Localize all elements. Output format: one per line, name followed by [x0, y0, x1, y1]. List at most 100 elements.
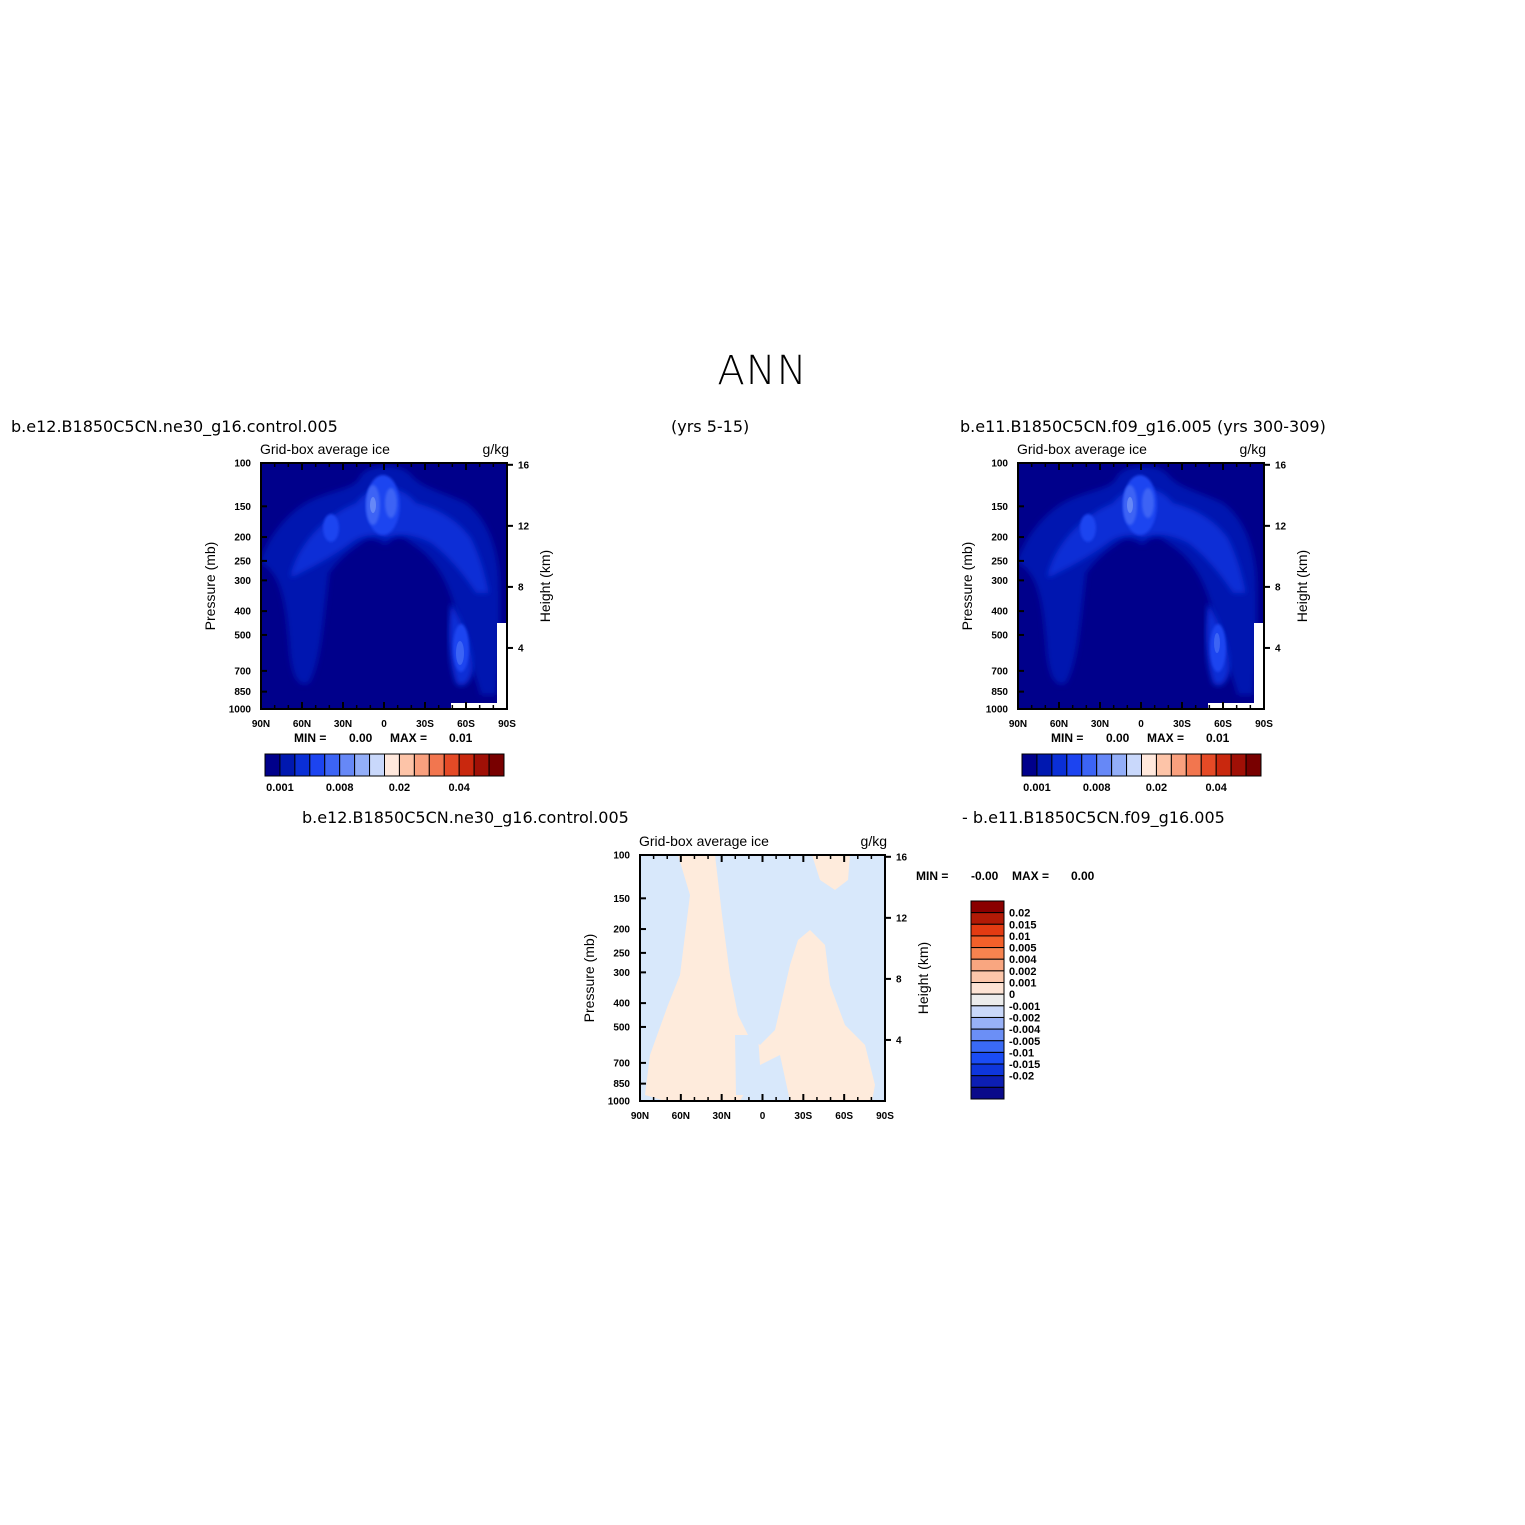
difference-max-value: 0.00	[1071, 869, 1095, 883]
difference-colorbar-box	[970, 1028, 1005, 1042]
difference-ytick-label: 700	[613, 1058, 630, 1069]
case_b-colorbar-box	[1081, 753, 1098, 777]
case_a-colorbar-label: 0.02	[389, 782, 410, 794]
case_a-rtick-label: 16	[518, 460, 530, 471]
case_b-xtick-label: 90N	[1009, 719, 1027, 730]
case_b-colorbar-label: 0.02	[1146, 782, 1167, 794]
difference-colorbar-box	[970, 1063, 1005, 1077]
case_a-colorbar-box	[458, 753, 475, 777]
case_a-colorbar-box	[354, 753, 371, 777]
case_b-ytick-label: 700	[991, 666, 1008, 677]
difference-colorbar-box	[970, 1051, 1005, 1065]
difference-colorbar-box	[970, 947, 1005, 960]
case_a-xtick-label: 90N	[252, 719, 270, 730]
case_b-title: Grid-box average ice	[1017, 441, 1147, 457]
panel-b-contours	[1018, 463, 1264, 709]
diff-label-left: b.e12.B1850C5CN.ne30_g16.control.005	[302, 808, 629, 827]
case_b-colorbar-box	[1021, 753, 1038, 777]
case_b-min-value: 0.00	[1106, 731, 1130, 745]
case_b-ylabel: Pressure (mb)	[959, 542, 975, 631]
case_b-xtick-label: 60S	[1214, 719, 1232, 730]
difference-ytick-label: 300	[613, 968, 630, 979]
difference-colorbar-box	[970, 1086, 1005, 1100]
difference-xtick-label: 30S	[794, 1111, 812, 1122]
case_b-colorbar-label: 0.008	[1083, 782, 1111, 794]
case_b-ytick-label: 200	[991, 533, 1008, 544]
case_a-colorbar-box	[339, 753, 356, 777]
case_b-ytick-label: 250	[991, 556, 1008, 567]
case_a-ytick-label: 100	[234, 459, 251, 470]
missing-data	[497, 623, 507, 709]
difference-colorbar-box	[970, 912, 1005, 925]
case_b-colorbar-box	[1200, 753, 1217, 777]
difference-xtick-label: 60N	[672, 1111, 690, 1122]
difference-colorbar-box	[970, 900, 1005, 914]
case_a-ytick-label: 700	[234, 666, 251, 677]
difference-ytick-label: 200	[613, 925, 630, 936]
difference-colorbar-box	[970, 1005, 1005, 1018]
difference-ylabel-right: Height (km)	[915, 942, 931, 1014]
case_a-min-label: MIN =	[294, 731, 326, 745]
case_a-colorbar-box	[413, 753, 430, 777]
case_a-xtick-label: 60N	[293, 719, 311, 730]
difference-colorbar-label: 0.02	[1009, 908, 1030, 920]
case-b-label: b.e11.B1850C5CN.f09_g16.005 (yrs 300-309…	[960, 417, 1326, 436]
difference-colorbar-label: -0.015	[1009, 1059, 1040, 1071]
difference-colorbar-label: -0.01	[1009, 1047, 1034, 1059]
case_a-units: g/kg	[483, 441, 509, 457]
difference-min-value: -0.00	[971, 869, 999, 883]
case_b-rtick-label: 16	[1275, 460, 1287, 471]
case_b-colorbar-label: 0.001	[1023, 782, 1051, 794]
contour-level-3c	[1080, 514, 1096, 542]
difference-colorbar-box	[970, 958, 1005, 972]
case_a-ytick-label: 1000	[229, 705, 252, 716]
case_a-max-label: MAX =	[390, 731, 427, 745]
diff-positive-top	[812, 855, 850, 890]
case_a-colorbar-box	[488, 753, 505, 777]
case_a-colorbar-label: 0.008	[326, 782, 354, 794]
difference-colorbar-box	[970, 970, 1005, 984]
difference-colorbar-label: 0.005	[1009, 943, 1037, 955]
case_b-max-value: 0.01	[1206, 731, 1230, 745]
difference-rtick-label: 16	[896, 852, 908, 863]
case_b-colorbar-label: 0.04	[1205, 782, 1227, 794]
difference-ytick-label: 250	[613, 948, 630, 959]
difference-colorbar-box	[970, 982, 1005, 995]
difference-colorbar-box	[970, 1040, 1005, 1053]
difference-colorbar-label: 0	[1009, 989, 1015, 1001]
case_b-ytick-label: 100	[991, 459, 1008, 470]
case_a-colorbar-label: 0.001	[266, 782, 294, 794]
difference-colorbar-label: 0.01	[1009, 931, 1030, 943]
difference-colorbar-label: 0.001	[1009, 978, 1037, 990]
case_b-colorbar-box	[1126, 753, 1142, 777]
case_b-ytick-label: 400	[991, 607, 1008, 618]
case_a-ytick-label: 850	[234, 687, 251, 698]
difference-xtick-label: 60S	[835, 1111, 853, 1122]
case_b-rtick-label: 4	[1275, 643, 1281, 654]
difference-min-label: MIN =	[916, 869, 948, 883]
case_b-xtick-label: 30N	[1091, 719, 1109, 730]
difference-colorbar-label: 0.002	[1009, 966, 1037, 978]
contour-level-4b	[385, 488, 397, 518]
case_a-min-value: 0.00	[349, 731, 373, 745]
case_b-xtick-label: 90S	[1255, 719, 1273, 730]
difference-xtick-label: 30N	[712, 1111, 730, 1122]
axes-layer: Grid-box average ice g/kg 100 150 200 250 300 4…	[202, 441, 1310, 1122]
contour-level-2	[291, 488, 489, 593]
case_a-xtick-label: 0	[381, 719, 387, 730]
case_b-ytick-label: 150	[991, 502, 1008, 513]
difference-colorbar-label: 0.015	[1009, 919, 1037, 931]
case_a-colorbar-box	[324, 753, 341, 777]
difference-contours	[640, 855, 885, 1101]
case_a-ytick-label: 250	[234, 556, 251, 567]
case_a-colorbar-box	[443, 753, 460, 777]
case_b-xtick-label: 30S	[1173, 719, 1191, 730]
difference-colorbar-label: -0.02	[1009, 1071, 1034, 1083]
case_b-ytick-label: 1000	[986, 705, 1009, 716]
case_a-title: Grid-box average ice	[260, 441, 390, 457]
case_a-xtick-label: 30S	[416, 719, 434, 730]
case_a-xtick-label: 30N	[334, 719, 352, 730]
difference-colorbar-box	[970, 993, 1005, 1007]
contour-level-4b	[1142, 488, 1154, 518]
difference-colorbar-label: -0.001	[1009, 1001, 1040, 1013]
